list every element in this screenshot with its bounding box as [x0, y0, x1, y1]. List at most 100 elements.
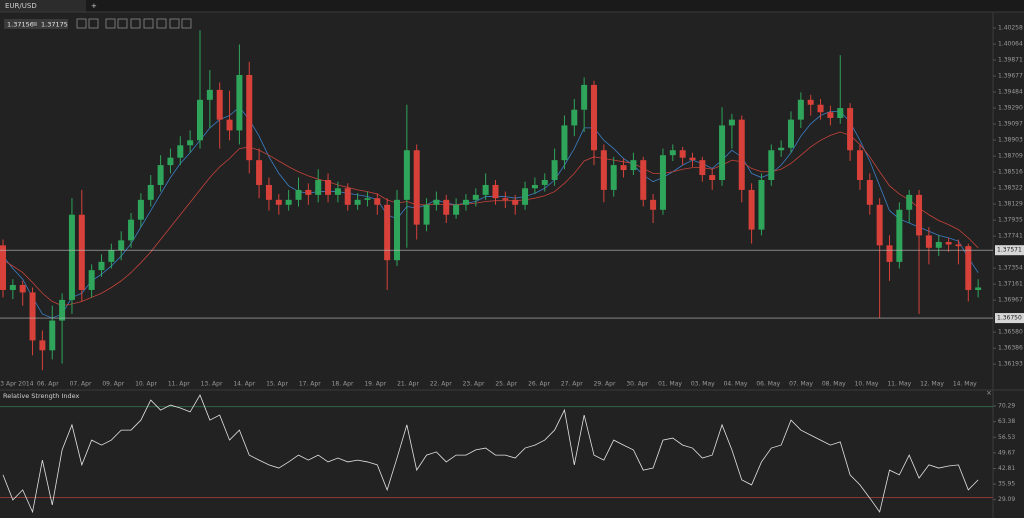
candle-body [876, 204, 883, 246]
candle-body [699, 160, 706, 176]
candle-body [965, 246, 972, 290]
candle-body [78, 214, 85, 290]
candle-body [285, 199, 292, 205]
x-tick-label: 10. Apr [135, 381, 157, 388]
candle-body [344, 188, 351, 205]
chart-type[interactable] [117, 18, 128, 29]
candle-body [413, 150, 420, 225]
candle-body [472, 194, 479, 200]
zoom-in[interactable] [76, 18, 87, 29]
tab[interactable] [0, 0, 86, 12]
candle-body [433, 199, 440, 205]
y-tick-label: 1.39484 [998, 89, 1023, 96]
x-tick-label: 04. May [724, 381, 748, 388]
candle-body [9, 285, 16, 290]
candle-body [797, 99, 804, 120]
candle-body [49, 320, 56, 351]
candle-body [689, 157, 696, 161]
candle-body [916, 194, 923, 236]
candle-body [738, 119, 745, 190]
moving-average [2, 106, 979, 319]
candle-body [384, 204, 391, 261]
y-tick-label: 1.36580 [998, 329, 1023, 336]
x-tick-label: 11. Apr [168, 381, 190, 388]
candle-body [679, 150, 686, 158]
x-tick-label: 17. Apr [299, 381, 321, 388]
candle-body [925, 235, 932, 248]
candle-body [256, 160, 263, 185]
x-tick-label: 21. Apr [397, 381, 419, 388]
candle-body [68, 214, 75, 300]
close-indicator[interactable]: × [986, 389, 992, 397]
y-tick-label: 1.38903 [998, 137, 1023, 144]
candle-body [856, 150, 863, 181]
y-tick-label: 1.39097 [998, 121, 1023, 128]
candle-body [482, 184, 489, 195]
candle-body [19, 285, 26, 293]
templates[interactable] [156, 18, 167, 29]
candle-body [187, 140, 194, 146]
x-tick-label: 18. Apr [332, 381, 354, 388]
drawing[interactable] [143, 18, 154, 29]
candle-body [778, 147, 785, 151]
candle-body [758, 180, 765, 230]
candle-body [394, 199, 400, 261]
x-tick-label: 27. Apr [561, 381, 583, 388]
candle-body [423, 204, 430, 225]
x-tick-label: 01. May [658, 381, 682, 388]
y-tick-label: 49.67 [998, 449, 1015, 456]
price-line-box [995, 313, 1024, 324]
candle-body [591, 84, 597, 151]
candle-body [108, 250, 115, 262]
candle-body [748, 189, 755, 230]
x-tick-label: 11. May [887, 381, 911, 388]
x-tick-label: 30. Apr [626, 381, 648, 388]
candle-body [728, 119, 735, 126]
settings[interactable] [181, 18, 192, 29]
candle-body [502, 198, 509, 200]
y-tick-label: 35.95 [998, 481, 1015, 488]
candle-body [275, 199, 282, 205]
candle-body [295, 189, 302, 200]
candle-body [177, 145, 184, 158]
y-tick-label: 63.38 [998, 418, 1015, 425]
candle-body [640, 160, 647, 200]
candle-body [955, 244, 962, 247]
y-tick-label: 1.37741 [998, 233, 1023, 240]
candle-body [630, 160, 637, 171]
x-tick-label: 14. Apr [233, 381, 255, 388]
compare[interactable] [169, 18, 180, 29]
price-line-label: 1.37571 [997, 247, 1022, 254]
y-tick-label: 1.36193 [998, 361, 1023, 368]
candle-body [197, 99, 203, 141]
candle-body [847, 108, 854, 151]
candle-body [246, 75, 253, 161]
candle-body [98, 261, 105, 271]
price-line-box [995, 245, 1024, 256]
x-tick-label: 15. Apr [266, 381, 288, 388]
indicators[interactable] [130, 18, 141, 29]
x-tick-label: 03. May [691, 381, 715, 388]
y-tick-label: 1.38322 [998, 185, 1023, 192]
candle-body [492, 184, 499, 199]
y-tick-label: 1.38516 [998, 169, 1023, 176]
x-tick-label: 08. May [822, 381, 846, 388]
candle-body [305, 189, 312, 195]
candle-body [167, 157, 174, 166]
y-tick-label: 1.38129 [998, 201, 1023, 208]
candle-body [945, 242, 952, 245]
x-tick-label: 12. May [920, 381, 944, 388]
crosshair[interactable] [105, 18, 116, 29]
candle-body [315, 180, 322, 195]
ask-price: 1.37175 [41, 21, 68, 29]
candle-body [39, 340, 46, 351]
x-tick-label: 23. Apr [463, 381, 485, 388]
bid-price: 1.37156 [7, 21, 34, 29]
zoom-out[interactable] [88, 18, 99, 29]
tab-title[interactable]: EUR/USD [5, 2, 37, 10]
candle-body [620, 165, 627, 171]
add-tab[interactable]: + [91, 2, 97, 10]
tab-bar [0, 0, 1024, 12]
candle-body [137, 199, 144, 220]
